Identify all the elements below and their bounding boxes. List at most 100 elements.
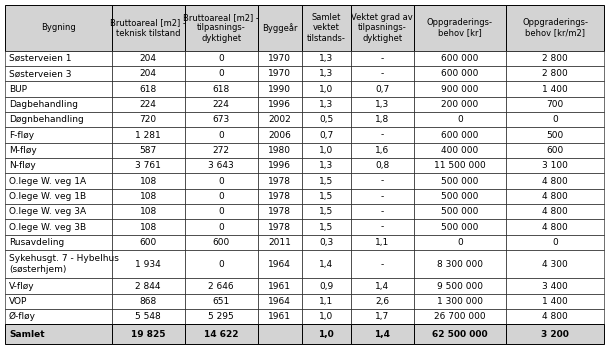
Text: 1980: 1980 — [268, 146, 291, 155]
Text: 600 000: 600 000 — [442, 131, 479, 140]
Bar — [258, 112, 301, 127]
Bar — [301, 97, 351, 112]
Text: -: - — [381, 131, 384, 140]
Text: 14 622: 14 622 — [204, 330, 239, 339]
Text: 720: 720 — [139, 115, 157, 124]
Text: 868: 868 — [139, 297, 157, 306]
Text: Rusavdeling: Rusavdeling — [9, 238, 65, 247]
Text: 0: 0 — [219, 207, 224, 216]
Text: Ø-fløy: Ø-fløy — [9, 312, 36, 321]
Bar — [185, 294, 258, 309]
Bar — [185, 51, 258, 66]
Text: 4 800: 4 800 — [542, 192, 568, 201]
Text: -: - — [381, 69, 384, 78]
Bar — [5, 81, 111, 97]
Bar — [351, 158, 414, 173]
Text: 1,6: 1,6 — [375, 146, 389, 155]
Text: F-fløy: F-fløy — [9, 131, 34, 140]
Text: 2 800: 2 800 — [542, 69, 568, 78]
Text: Sykehusgt. 7 - Hybelhus
(søsterhjem): Sykehusgt. 7 - Hybelhus (søsterhjem) — [9, 254, 119, 274]
Bar — [258, 279, 301, 294]
Bar — [506, 127, 604, 143]
Bar — [258, 81, 301, 97]
Bar — [111, 112, 185, 127]
Bar — [5, 51, 111, 66]
Text: 108: 108 — [139, 192, 157, 201]
Bar — [351, 250, 414, 279]
Bar — [258, 66, 301, 81]
Bar — [301, 81, 351, 97]
Bar — [506, 143, 604, 158]
Bar — [351, 51, 414, 66]
Text: 1,0: 1,0 — [319, 84, 333, 94]
Text: 673: 673 — [213, 115, 230, 124]
Bar — [301, 324, 351, 344]
Bar — [506, 66, 604, 81]
Text: 9 500 000: 9 500 000 — [437, 282, 483, 290]
Bar — [5, 324, 111, 344]
Text: 1978: 1978 — [268, 223, 291, 231]
Text: 0: 0 — [219, 260, 224, 269]
Bar — [506, 5, 604, 51]
Text: -: - — [381, 260, 384, 269]
Text: 1,4: 1,4 — [375, 282, 389, 290]
Bar — [506, 81, 604, 97]
Text: 618: 618 — [139, 84, 157, 94]
Text: 19 825: 19 825 — [131, 330, 166, 339]
Bar — [301, 250, 351, 279]
Bar — [258, 250, 301, 279]
Text: 5 295: 5 295 — [208, 312, 234, 321]
Bar — [185, 189, 258, 204]
Text: 651: 651 — [213, 297, 230, 306]
Text: Byggeår: Byggeår — [262, 23, 297, 33]
Bar — [5, 5, 111, 51]
Text: 1,0: 1,0 — [319, 146, 333, 155]
Text: 0: 0 — [552, 115, 558, 124]
Bar — [414, 235, 506, 250]
Text: 0,3: 0,3 — [319, 238, 333, 247]
Bar — [258, 220, 301, 235]
Bar — [5, 158, 111, 173]
Text: 200 000: 200 000 — [442, 100, 479, 109]
Text: -: - — [381, 207, 384, 216]
Text: 0,5: 0,5 — [319, 115, 333, 124]
Text: 1 300 000: 1 300 000 — [437, 297, 483, 306]
Bar — [301, 309, 351, 324]
Text: Døgnbehandling: Døgnbehandling — [9, 115, 84, 124]
Text: 2 844: 2 844 — [135, 282, 161, 290]
Text: 700: 700 — [546, 100, 564, 109]
Bar — [5, 220, 111, 235]
Bar — [506, 235, 604, 250]
Bar — [111, 309, 185, 324]
Bar — [111, 189, 185, 204]
Bar — [301, 173, 351, 189]
Bar — [506, 51, 604, 66]
Text: 0: 0 — [219, 131, 224, 140]
Bar — [5, 250, 111, 279]
Bar — [414, 324, 506, 344]
Bar — [301, 5, 351, 51]
Text: 1,1: 1,1 — [375, 238, 389, 247]
Bar — [414, 81, 506, 97]
Text: Vektet grad av
tilpasnings-
dyktighet: Vektet grad av tilpasnings- dyktighet — [351, 13, 413, 43]
Bar — [351, 143, 414, 158]
Text: 1970: 1970 — [268, 54, 291, 63]
Bar — [185, 235, 258, 250]
Text: 8 300 000: 8 300 000 — [437, 260, 483, 269]
Bar — [506, 204, 604, 220]
Bar — [506, 309, 604, 324]
Bar — [258, 189, 301, 204]
Text: 0: 0 — [552, 238, 558, 247]
Bar — [111, 66, 185, 81]
Bar — [414, 5, 506, 51]
Bar — [351, 235, 414, 250]
Text: O.lege W. veg 1B: O.lege W. veg 1B — [9, 192, 86, 201]
Text: 1,5: 1,5 — [319, 177, 333, 186]
Text: 600: 600 — [546, 146, 564, 155]
Text: O.lege W. veg 3B: O.lege W. veg 3B — [9, 223, 86, 231]
Bar — [301, 112, 351, 127]
Text: 4 800: 4 800 — [542, 312, 568, 321]
Text: 600 000: 600 000 — [442, 54, 479, 63]
Bar — [414, 112, 506, 127]
Text: 3 400: 3 400 — [542, 282, 568, 290]
